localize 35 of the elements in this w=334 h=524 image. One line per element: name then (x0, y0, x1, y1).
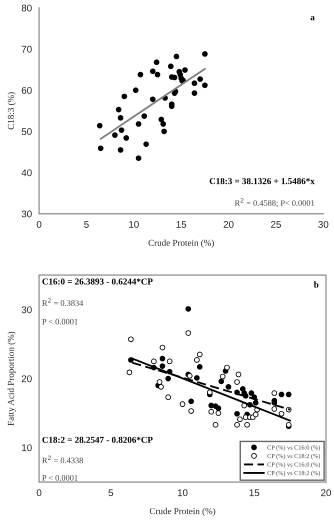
annotation: P < 0.0001 (42, 475, 78, 481)
y-tick-label: 30 (22, 210, 32, 218)
annotation: R$^{2}$ = 0.4338 (42, 456, 83, 464)
y-tick-label: 40 (22, 169, 32, 176)
annotation: C18:3 = 38.1326 + 1.5486*x (210, 178, 315, 184)
y-axis-title: Fatty Acid Proportion (%) (8, 332, 16, 426)
annotation: C18:2 = 28.2547 - 0.8206*CP (42, 436, 153, 443)
x-tick-label: 10 (178, 489, 188, 496)
x-tick-label: 0 (36, 220, 42, 228)
annotation: R$^{2}$ = 0.3834 (42, 298, 84, 306)
y-tick-label: 60 (22, 86, 32, 94)
x-axis-title: Crude Protein (%) (148, 240, 214, 248)
y-tick-label: 20 (22, 375, 32, 382)
x-tick-label: 0 (36, 489, 42, 496)
x-tick-label: 10 (129, 220, 139, 228)
x-tick-label: 15 (176, 221, 186, 228)
y-tick-label: 70 (22, 46, 32, 53)
annotation: R$^{2}$ = 0.4588; P< 0.0001 (234, 198, 314, 208)
annotation: C16:0 = 26.3893 - 0.6244*CP (42, 278, 153, 285)
y-tick-label: 80 (22, 4, 32, 12)
x-axis-title: Crude Protein (%) (150, 508, 216, 516)
x-tick-label: 30 (318, 220, 328, 228)
annotation: P < 0.0001 (42, 318, 78, 324)
y-tick-label: 50 (22, 128, 32, 136)
x-tick-label: 15 (250, 489, 260, 496)
x-tick-label: 20 (321, 489, 332, 496)
y-axis-title: C18:3 (%) (8, 92, 16, 130)
y-tick-label: 10 (22, 444, 32, 452)
x-tick-label: 20 (224, 220, 234, 228)
y-tick-label: 30 (22, 306, 32, 314)
x-tick-label: 5 (84, 221, 89, 228)
x-tick-label: 25 (271, 220, 281, 228)
annotation: a (310, 16, 315, 20)
x-tick-label: 5 (108, 489, 114, 496)
annotation: b (314, 281, 318, 288)
